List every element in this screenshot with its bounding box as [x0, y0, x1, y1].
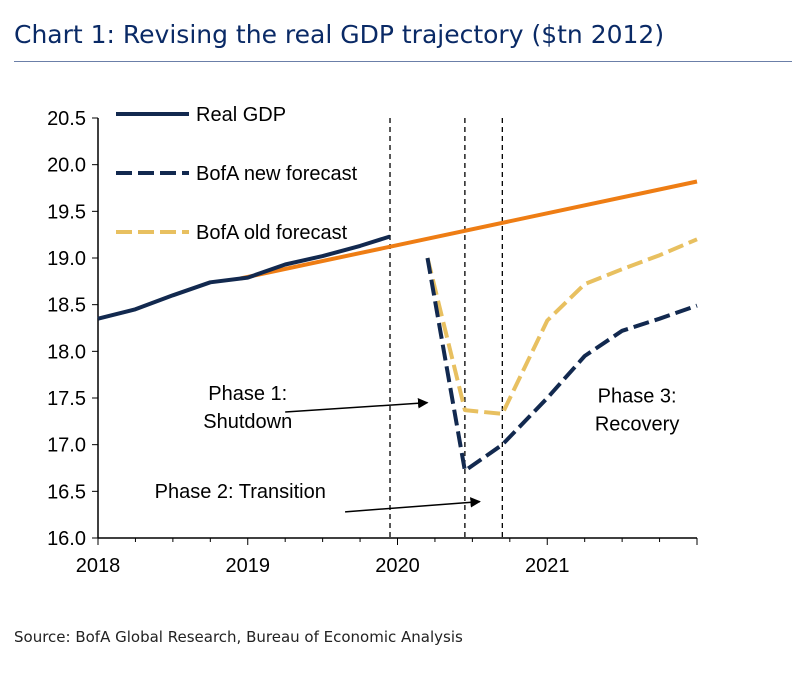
phase-label: Phase 3:: [598, 386, 677, 408]
title-divider: [14, 61, 792, 62]
series-line: [425, 237, 698, 416]
y-tick-label: 17.0: [47, 435, 86, 457]
x-tick-label: 2021: [525, 555, 570, 577]
y-tick-label: 17.5: [47, 388, 86, 410]
legend-label: BofA new forecast: [196, 163, 358, 185]
series-line: [425, 257, 698, 473]
axes: 20.5 20.0 19.5 19.0 18.5 18.0 17.5 17.0 16.5 16.0…: [47, 108, 698, 577]
y-tick-label: 18.0: [47, 341, 86, 363]
x-tick-label: 2018: [76, 555, 121, 577]
x-tick-label: 2020: [375, 555, 420, 577]
series-line: [97, 234, 391, 321]
phase-label: Recovery: [595, 414, 679, 436]
source-note: Source: BofA Global Research, Bureau of …: [14, 628, 463, 646]
legend: Real GDP BofA new forecast BofA old foreca…: [116, 104, 358, 244]
y-tick-label: 20.0: [47, 155, 86, 177]
phase-arrow: [285, 398, 429, 413]
phase-label: Phase 1:: [208, 383, 287, 405]
phase-label: Phase 2: Transition: [155, 481, 326, 503]
y-tick-label: 18.5: [47, 295, 86, 317]
phase-arrow: [345, 497, 481, 513]
y-tick-label: 16.5: [47, 481, 86, 503]
gdp-line-chart: 20.5 20.0 19.5 19.0 18.5 18.0 17.5 17.0 16.5 16.0…: [47, 104, 698, 577]
y-tick-label: 16.0: [47, 528, 86, 550]
chart-title: Chart 1: Revising the real GDP trajector…: [14, 20, 665, 49]
annotations: Phase 1: Shutdown Phase 2: Transition Phase…: [155, 383, 679, 513]
phase-dividers: [389, 118, 503, 538]
y-tick-label: 19.5: [47, 201, 86, 223]
phase-label: Shutdown: [203, 411, 292, 433]
series-lines: [97, 179, 698, 473]
y-tick-label: 20.5: [47, 108, 86, 130]
legend-label: Real GDP: [196, 104, 286, 126]
y-tick-label: 19.0: [47, 248, 86, 270]
legend-label: BofA old forecast: [196, 222, 348, 244]
x-tick-label: 2019: [226, 555, 271, 577]
series-line: [239, 179, 698, 281]
